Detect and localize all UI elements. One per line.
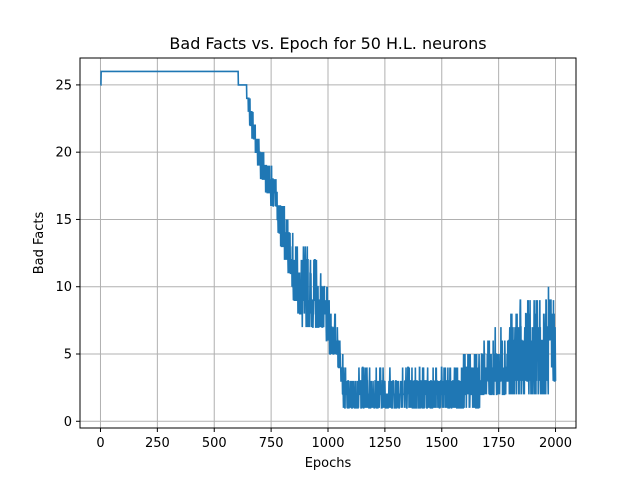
y-tick-label: 20 — [55, 146, 72, 161]
x-tick-label: 1250 — [368, 436, 401, 451]
x-tick-label: 0 — [96, 436, 104, 451]
y-tick-label: 5 — [64, 348, 72, 363]
x-tick-label: 1500 — [425, 436, 458, 451]
plot-area — [100, 70, 557, 409]
x-tick-label: 2000 — [539, 436, 572, 451]
grid — [80, 58, 576, 428]
x-axis-label: Epochs — [305, 456, 352, 471]
y-tick-label: 0 — [64, 415, 72, 430]
x-tick-label: 250 — [145, 436, 170, 451]
y-tick-label: 10 — [55, 280, 72, 295]
chart-title: Bad Facts vs. Epoch for 50 H.L. neurons — [169, 34, 486, 53]
y-axis-label: Bad Facts — [32, 212, 47, 275]
y-tick-label: 25 — [55, 78, 72, 93]
x-tick-label: 500 — [202, 436, 227, 451]
x-tick-label: 1000 — [311, 436, 344, 451]
ticks: 0 250 500 750 1000 1250 1500 1750 2000 0 5 10 15 20 25 — [55, 78, 572, 451]
x-tick-label: 1750 — [482, 436, 515, 451]
x-tick-label: 750 — [259, 436, 284, 451]
y-tick-label: 15 — [55, 213, 72, 228]
series-line — [100, 70, 557, 409]
